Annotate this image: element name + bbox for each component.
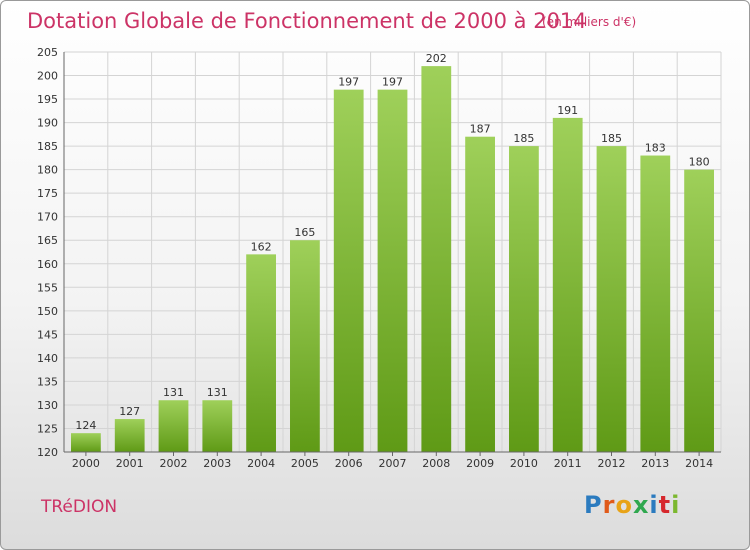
axes: 1201251301351401451501551601651701751801… xyxy=(37,46,721,470)
bar xyxy=(509,146,539,452)
y-tick-label: 175 xyxy=(37,187,58,200)
y-tick-label: 170 xyxy=(37,211,58,224)
bar xyxy=(421,66,452,452)
data-label: 131 xyxy=(163,386,184,399)
y-tick-label: 195 xyxy=(37,93,58,106)
y-tick-label: 165 xyxy=(37,234,58,247)
logo-letter: i xyxy=(671,491,681,519)
x-tick-label: 2003 xyxy=(203,457,231,470)
data-label: 202 xyxy=(426,52,447,65)
bar xyxy=(684,169,714,452)
y-tick-label: 140 xyxy=(37,352,58,365)
chart-subtitle: (en milliers d'€) xyxy=(542,15,637,29)
x-tick-label: 2005 xyxy=(291,457,319,470)
bar xyxy=(552,117,583,452)
data-label: 187 xyxy=(470,123,491,136)
proxiti-logo: Proxiti xyxy=(584,491,680,519)
data-label: 180 xyxy=(689,156,710,169)
data-label: 185 xyxy=(513,132,534,145)
x-tick-label: 2002 xyxy=(160,457,188,470)
x-tick-label: 2009 xyxy=(466,457,494,470)
bar xyxy=(158,400,189,452)
x-tick-label: 2007 xyxy=(379,457,407,470)
bar xyxy=(377,89,408,452)
y-tick-label: 125 xyxy=(37,422,58,435)
x-tick-label: 2010 xyxy=(510,457,538,470)
y-tick-label: 130 xyxy=(37,399,58,412)
bars: 124 127 131 131 162 165 197 197 202 187 185 191 185 1… xyxy=(71,52,714,453)
y-tick-label: 160 xyxy=(37,258,58,271)
logo-letter: o xyxy=(615,491,633,519)
bar xyxy=(290,240,320,452)
data-label: 183 xyxy=(645,142,666,155)
y-tick-label: 150 xyxy=(37,305,58,318)
bar xyxy=(465,136,495,453)
y-tick-label: 120 xyxy=(37,446,58,459)
y-tick-label: 155 xyxy=(37,281,58,294)
logo-letter: r xyxy=(602,491,616,519)
data-label: 185 xyxy=(601,132,622,145)
data-label: 124 xyxy=(75,419,96,432)
data-label: 165 xyxy=(294,226,315,239)
data-label: 162 xyxy=(251,240,272,253)
y-tick-label: 180 xyxy=(37,164,58,177)
y-tick-label: 185 xyxy=(37,140,58,153)
x-tick-label: 2013 xyxy=(641,457,669,470)
data-label: 127 xyxy=(119,405,140,418)
x-tick-label: 2011 xyxy=(554,457,582,470)
logo-letter: x xyxy=(632,491,650,519)
data-label: 191 xyxy=(557,104,578,117)
bar xyxy=(114,419,145,452)
commune-name: TRéDION xyxy=(41,497,118,517)
x-tick-label: 2000 xyxy=(72,457,100,470)
y-tick-label: 145 xyxy=(37,328,58,341)
bar xyxy=(71,433,101,452)
data-label: 197 xyxy=(382,76,403,89)
bar xyxy=(640,155,671,452)
bar xyxy=(596,146,627,452)
logo-letter: i xyxy=(649,491,659,519)
x-tick-label: 2006 xyxy=(335,457,363,470)
y-tick-label: 135 xyxy=(37,375,58,388)
bar xyxy=(246,254,276,452)
data-label: 131 xyxy=(207,386,228,399)
y-tick-label: 200 xyxy=(37,70,58,83)
logo-letter: P xyxy=(584,491,603,519)
x-tick-label: 2008 xyxy=(422,457,450,470)
y-tick-label: 190 xyxy=(37,117,58,130)
bar xyxy=(202,400,233,452)
data-label: 197 xyxy=(338,76,359,89)
x-tick-label: 2012 xyxy=(598,457,626,470)
x-tick-label: 2014 xyxy=(685,457,713,470)
y-tick-label: 205 xyxy=(37,46,58,59)
x-tick-label: 2004 xyxy=(247,457,275,470)
logo-letter: t xyxy=(658,491,672,519)
chart-title: Dotation Globale de Fonctionnement de 20… xyxy=(27,9,587,33)
x-tick-label: 2001 xyxy=(116,457,144,470)
bar xyxy=(333,89,364,452)
